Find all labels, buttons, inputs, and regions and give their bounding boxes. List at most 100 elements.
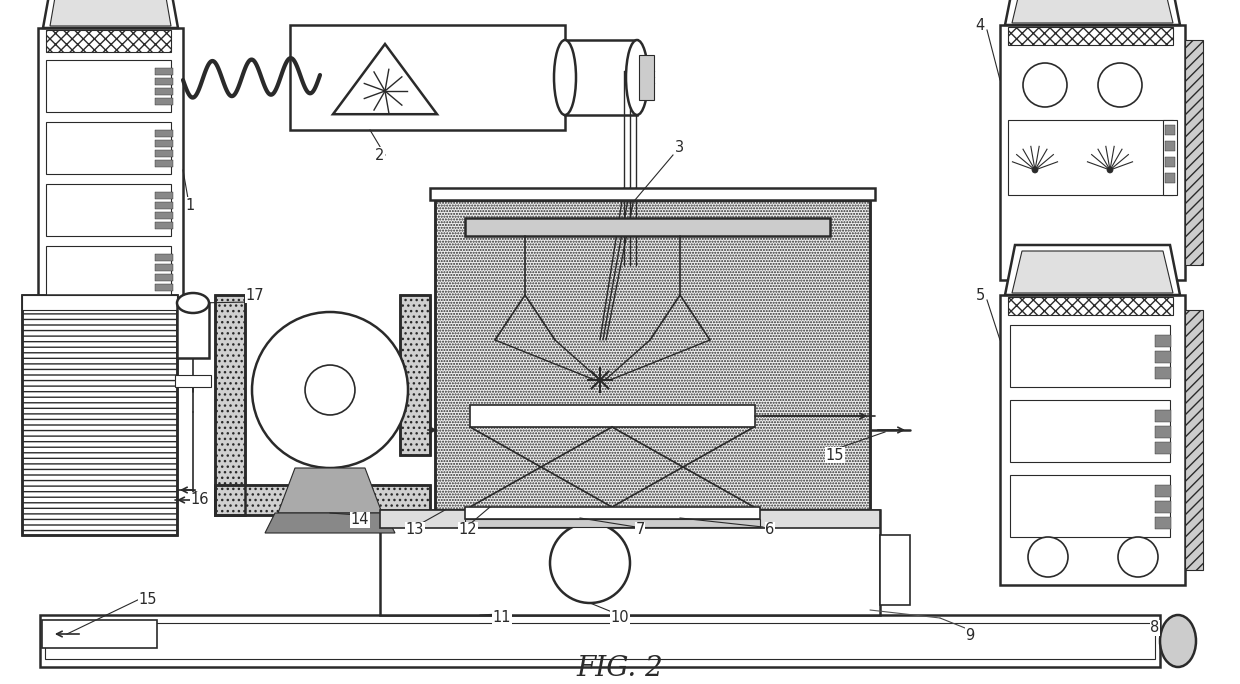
Polygon shape	[155, 222, 174, 229]
Polygon shape	[565, 40, 637, 115]
Polygon shape	[435, 200, 870, 510]
Polygon shape	[470, 405, 755, 427]
Polygon shape	[1004, 0, 1180, 25]
Polygon shape	[155, 284, 174, 291]
Polygon shape	[155, 274, 174, 281]
Text: 7: 7	[635, 523, 645, 538]
Circle shape	[1097, 63, 1142, 107]
Ellipse shape	[1159, 615, 1197, 667]
Ellipse shape	[554, 40, 577, 115]
Polygon shape	[155, 212, 174, 219]
Polygon shape	[1166, 173, 1176, 183]
Polygon shape	[46, 122, 171, 174]
Text: 6: 6	[765, 523, 775, 538]
Polygon shape	[430, 188, 875, 200]
Polygon shape	[155, 88, 174, 95]
Polygon shape	[1008, 297, 1173, 315]
Circle shape	[252, 312, 408, 468]
Ellipse shape	[626, 40, 649, 115]
Circle shape	[551, 523, 630, 603]
Polygon shape	[1012, 251, 1173, 293]
Polygon shape	[1008, 120, 1173, 195]
Polygon shape	[155, 202, 174, 209]
Polygon shape	[1154, 426, 1171, 438]
Polygon shape	[155, 264, 174, 271]
Polygon shape	[46, 30, 171, 52]
Polygon shape	[42, 620, 157, 648]
Polygon shape	[1163, 120, 1177, 195]
Polygon shape	[155, 68, 174, 75]
Polygon shape	[1154, 485, 1171, 497]
Polygon shape	[155, 160, 174, 167]
Text: 8: 8	[1151, 620, 1159, 635]
Polygon shape	[1185, 310, 1203, 570]
Polygon shape	[155, 78, 174, 85]
Text: 10: 10	[610, 611, 630, 625]
Polygon shape	[1166, 125, 1176, 135]
Polygon shape	[1011, 325, 1171, 387]
Circle shape	[305, 365, 355, 415]
Ellipse shape	[177, 293, 210, 313]
Polygon shape	[40, 615, 1159, 667]
Text: 16: 16	[191, 492, 210, 508]
Polygon shape	[334, 44, 436, 114]
Polygon shape	[43, 0, 179, 28]
Polygon shape	[379, 510, 880, 615]
Text: 1: 1	[185, 198, 195, 213]
Polygon shape	[379, 510, 880, 528]
Polygon shape	[1008, 27, 1173, 45]
Polygon shape	[639, 55, 653, 100]
Text: 15: 15	[826, 447, 844, 462]
Polygon shape	[1154, 501, 1171, 513]
Polygon shape	[1166, 157, 1176, 167]
Polygon shape	[1185, 40, 1203, 265]
Polygon shape	[1154, 351, 1171, 363]
Polygon shape	[880, 535, 910, 605]
Polygon shape	[22, 295, 177, 535]
Circle shape	[1023, 63, 1066, 107]
Polygon shape	[465, 507, 760, 519]
Polygon shape	[999, 25, 1185, 280]
Circle shape	[1028, 537, 1068, 577]
Polygon shape	[1166, 141, 1176, 151]
Polygon shape	[50, 0, 171, 26]
Polygon shape	[999, 295, 1185, 585]
Polygon shape	[465, 218, 830, 236]
Polygon shape	[155, 192, 174, 199]
Polygon shape	[1154, 442, 1171, 454]
Text: 3: 3	[676, 140, 684, 155]
Text: 9: 9	[966, 627, 975, 642]
Polygon shape	[38, 28, 184, 318]
Polygon shape	[1154, 335, 1171, 347]
Polygon shape	[46, 184, 171, 236]
Polygon shape	[155, 140, 174, 147]
Polygon shape	[22, 295, 177, 310]
Circle shape	[1118, 537, 1158, 577]
Text: 14: 14	[351, 512, 370, 527]
Circle shape	[1032, 167, 1038, 173]
Polygon shape	[1154, 517, 1171, 529]
Polygon shape	[1012, 0, 1173, 23]
Text: 11: 11	[492, 611, 511, 625]
Text: 13: 13	[405, 523, 424, 538]
Polygon shape	[1004, 245, 1180, 295]
Polygon shape	[175, 375, 211, 387]
Polygon shape	[215, 485, 430, 515]
Polygon shape	[155, 130, 174, 137]
Circle shape	[1107, 167, 1114, 173]
Polygon shape	[465, 519, 760, 527]
Polygon shape	[177, 303, 210, 358]
Text: 5: 5	[976, 287, 985, 302]
Text: 4: 4	[976, 18, 985, 33]
Polygon shape	[401, 295, 430, 455]
Polygon shape	[46, 60, 171, 112]
Polygon shape	[1011, 400, 1171, 462]
Polygon shape	[215, 295, 246, 515]
Polygon shape	[46, 246, 171, 298]
Text: 2: 2	[376, 148, 384, 163]
Text: 17: 17	[246, 287, 264, 302]
Polygon shape	[290, 25, 565, 130]
Polygon shape	[1011, 475, 1171, 537]
Text: 15: 15	[139, 592, 157, 607]
Polygon shape	[1154, 367, 1171, 379]
